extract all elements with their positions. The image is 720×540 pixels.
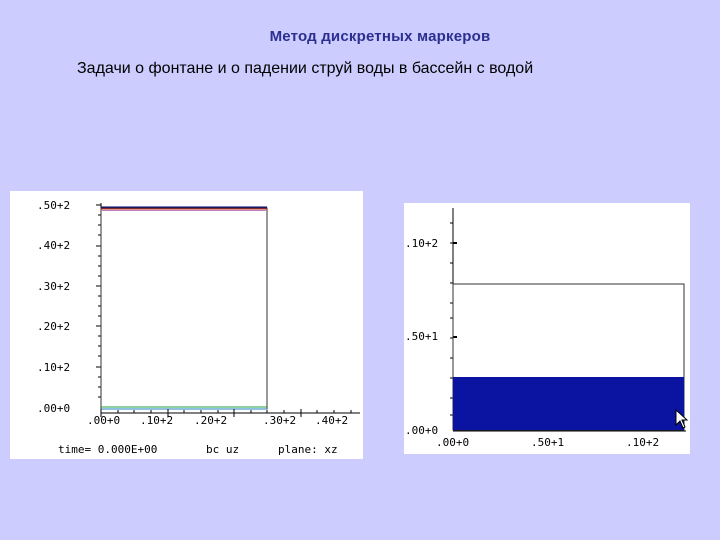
y-tick-marks xyxy=(96,204,101,398)
y-tick-label: .00+0 xyxy=(37,402,70,415)
y-tick-label: .10+2 xyxy=(37,361,70,374)
y-tick-label: .10+2 xyxy=(405,237,438,250)
fountain-plot-window: .50+2 .40+2 .30+2 .20+2 .10+2 .00+0 .00+… xyxy=(10,191,363,459)
x-tick-label: .40+2 xyxy=(315,414,348,427)
x-tick-label: .00+0 xyxy=(436,436,469,449)
mouse-cursor-icon xyxy=(675,408,689,429)
y-tick-label: .30+2 xyxy=(37,280,70,293)
x-tick-label: .30+2 xyxy=(263,414,296,427)
pool-water xyxy=(453,377,684,430)
pool-plot-window: .10+2 .50+1 .00+0 .00+0 .50+1 .10+2 xyxy=(404,203,690,454)
computation-domain xyxy=(100,207,268,410)
time-readout: time= 0.000E+00 xyxy=(58,443,157,456)
bc-readout: bc uz xyxy=(206,443,239,456)
y-tick-label: .50+2 xyxy=(37,199,70,212)
y-tick-label: .50+1 xyxy=(405,330,438,343)
x-tick-label: .00+0 xyxy=(87,414,120,427)
y-tick-label: .40+2 xyxy=(37,239,70,252)
fountain-plot-canvas: .50+2 .40+2 .30+2 .20+2 .10+2 .00+0 .00+… xyxy=(37,199,360,456)
x-tick-label: .10+2 xyxy=(140,414,173,427)
x-tick-marks xyxy=(100,409,352,417)
y-tick-label: .00+0 xyxy=(405,424,438,437)
plane-readout: plane: xz xyxy=(278,443,338,456)
y-tick-marks xyxy=(450,222,453,416)
x-tick-label: .20+2 xyxy=(194,414,227,427)
slide-title: Метод дискретных маркеров xyxy=(269,28,491,45)
x-tick-label: .50+1 xyxy=(531,436,564,449)
y-tick-label: .20+2 xyxy=(37,320,70,333)
pool-plot-canvas: .10+2 .50+1 .00+0 .00+0 .50+1 .10+2 xyxy=(405,208,689,449)
slide-subtitle: Задачи о фонтане и о падении струй воды … xyxy=(77,60,534,77)
x-tick-label: .10+2 xyxy=(626,436,659,449)
